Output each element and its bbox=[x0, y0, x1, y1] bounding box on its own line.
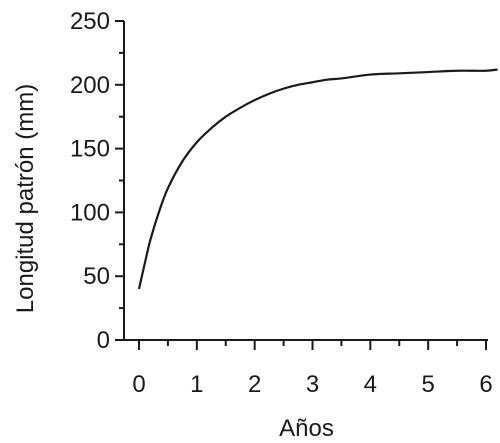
x-tick-label: 5 bbox=[421, 371, 434, 398]
axes bbox=[123, 21, 488, 341]
y-tick-label: 0 bbox=[97, 327, 110, 354]
y-tick-label: 100 bbox=[70, 199, 110, 226]
y-ticks: 0 50 100 150 200 250 bbox=[70, 8, 124, 354]
y-tick-label: 250 bbox=[70, 8, 110, 35]
x-axis-title: Años bbox=[279, 415, 334, 442]
x-tick-label: 3 bbox=[306, 371, 319, 398]
x-tick-label: 4 bbox=[364, 371, 377, 398]
y-tick-label: 150 bbox=[70, 136, 110, 163]
y-tick-label: 200 bbox=[70, 72, 110, 99]
x-ticks: 0 1 2 3 4 5 6 bbox=[132, 340, 493, 398]
x-tick-label: 0 bbox=[132, 371, 145, 398]
series-line bbox=[137, 68, 498, 290]
y-axis-title: Longitud patrón (mm) bbox=[12, 84, 39, 313]
x-tick-label: 2 bbox=[248, 371, 261, 398]
y-tick-label: 50 bbox=[83, 263, 110, 290]
x-tick-label: 6 bbox=[479, 371, 492, 398]
x-tick-label: 1 bbox=[190, 371, 203, 398]
